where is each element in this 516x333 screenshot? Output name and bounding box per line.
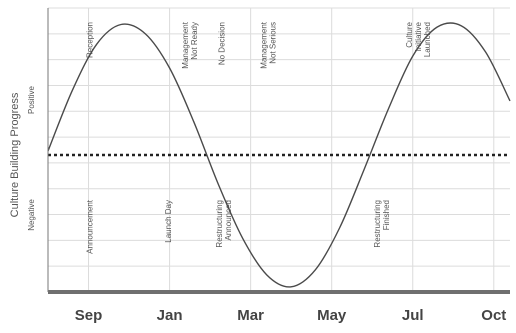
annotation-text: Restructuring (215, 200, 224, 248)
x-tick-label: Mar (237, 307, 264, 324)
y-axis-label: Culture Building Progress (9, 92, 21, 217)
series-line (47, 22, 511, 288)
annotation-text: Launched (423, 22, 432, 57)
y-positive-label: Positive (27, 85, 36, 114)
x-tick-label: Jul (402, 307, 424, 324)
annotation-text: Initiative (414, 21, 423, 51)
annotation-text: Finished (382, 200, 391, 230)
annotations: Reception Management Not Ready No Decision M… (86, 21, 432, 254)
x-tick-label: Sep (75, 307, 103, 324)
annotation-text: Announced (224, 200, 233, 240)
annotation-text: Restructuring (373, 200, 382, 248)
annotation-text: No Decision (218, 22, 227, 65)
y-negative-label: Negative (27, 199, 36, 231)
annotation-text: Management (259, 21, 268, 68)
grid (48, 7, 510, 293)
annotation-text: Culture (405, 21, 414, 47)
annotation-text: Announcement (86, 199, 95, 254)
annotation-text: Management (181, 21, 190, 68)
annotation-text: Not Ready (190, 22, 199, 60)
x-tick-label: May (317, 307, 347, 324)
annotation-text: Launch Day (164, 200, 173, 243)
x-tick-label: Oct (481, 307, 506, 324)
x-tick-labels: Sep Jan Mar May Jul Oct (75, 307, 507, 324)
annotation-text: Reception (86, 22, 95, 58)
annotation-text: Not Serious (268, 22, 277, 64)
x-tick-label: Jan (157, 307, 183, 324)
